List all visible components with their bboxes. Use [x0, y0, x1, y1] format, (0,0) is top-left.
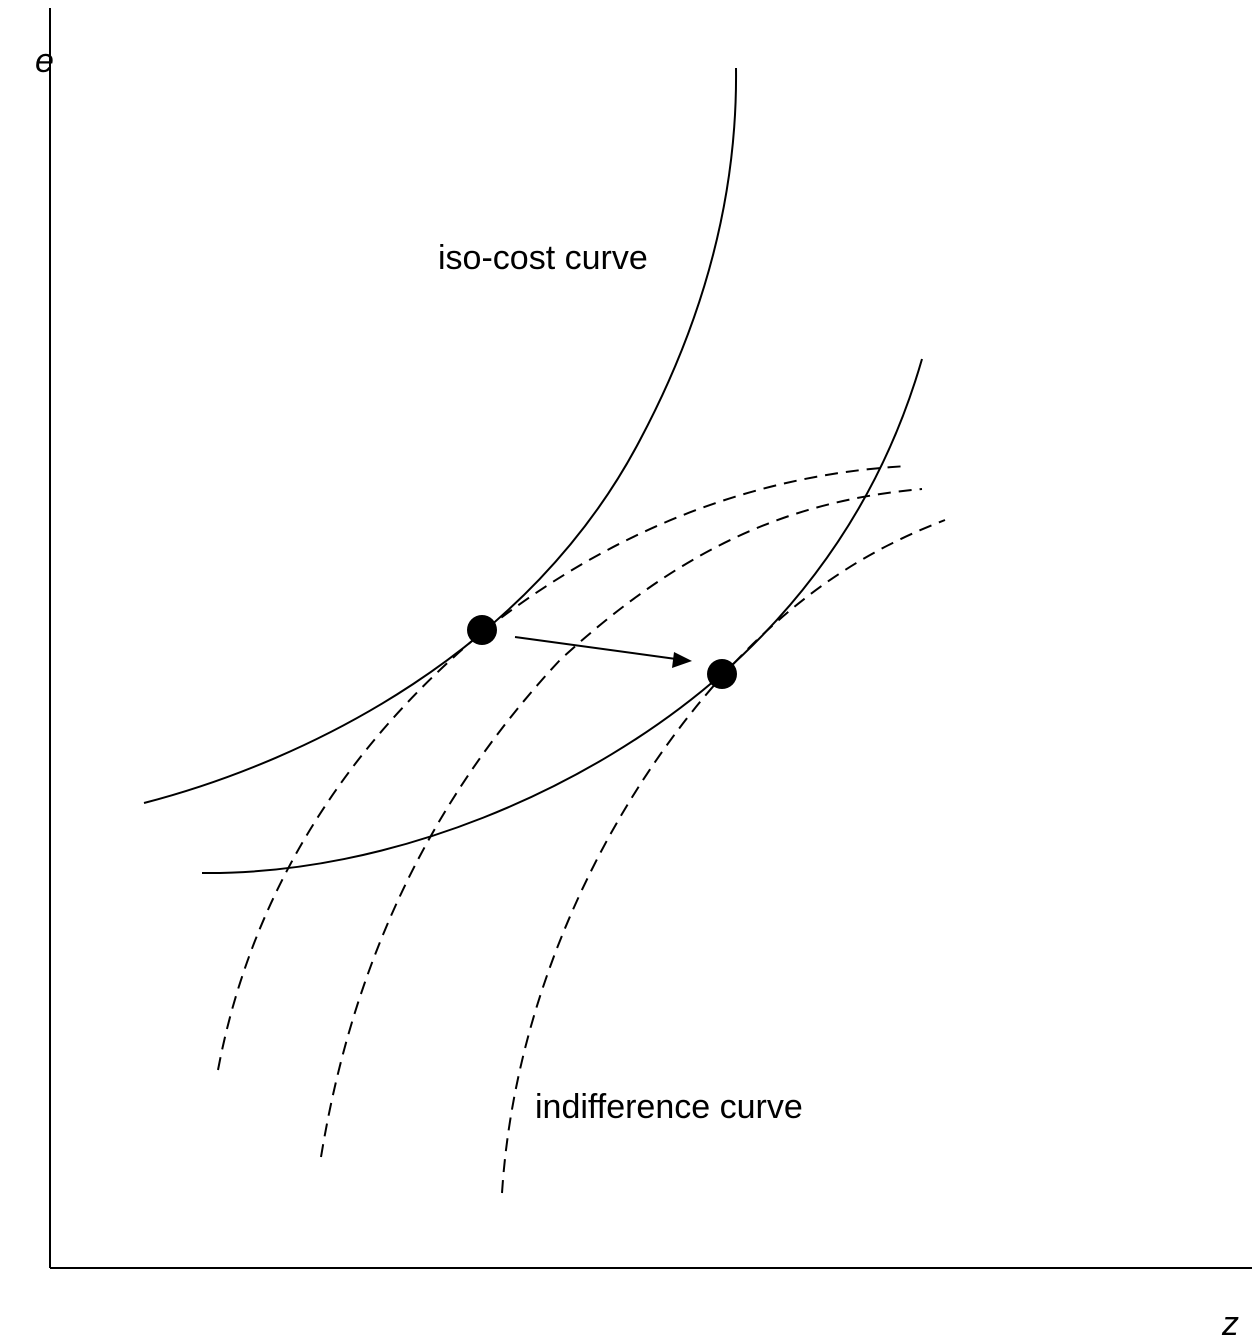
- x-axis-label: z: [1221, 1305, 1239, 1343]
- iso-cost-curve-lower: [201, 358, 923, 875]
- indifference-curve-middle: [320, 488, 923, 1158]
- indifference-curve-left: [217, 465, 909, 1071]
- iso-cost-curve-upper: [143, 67, 738, 804]
- shift-arrow-line: [514, 636, 677, 660]
- indifference-curve-right: [501, 519, 946, 1194]
- indifference-curve-label: indifference curve: [535, 1088, 803, 1126]
- tangency-point-new: [707, 659, 737, 689]
- shift-arrow-head: [672, 652, 692, 668]
- y-axis-label: e: [35, 42, 54, 80]
- tangency-point-initial: [467, 615, 497, 645]
- iso-cost-curve-label: iso-cost curve: [438, 239, 648, 277]
